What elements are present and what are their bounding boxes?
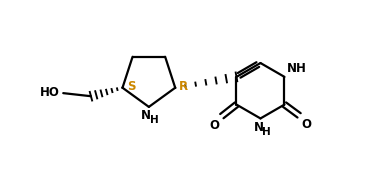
Text: H: H [262, 127, 270, 137]
Text: O: O [301, 119, 312, 131]
Text: O: O [210, 119, 219, 132]
Text: N: N [141, 109, 151, 122]
Text: H: H [150, 115, 159, 125]
Text: S: S [127, 80, 136, 93]
Text: N: N [254, 121, 264, 134]
Text: HO: HO [40, 86, 60, 99]
Text: NH: NH [287, 62, 307, 74]
Text: R: R [179, 80, 188, 93]
